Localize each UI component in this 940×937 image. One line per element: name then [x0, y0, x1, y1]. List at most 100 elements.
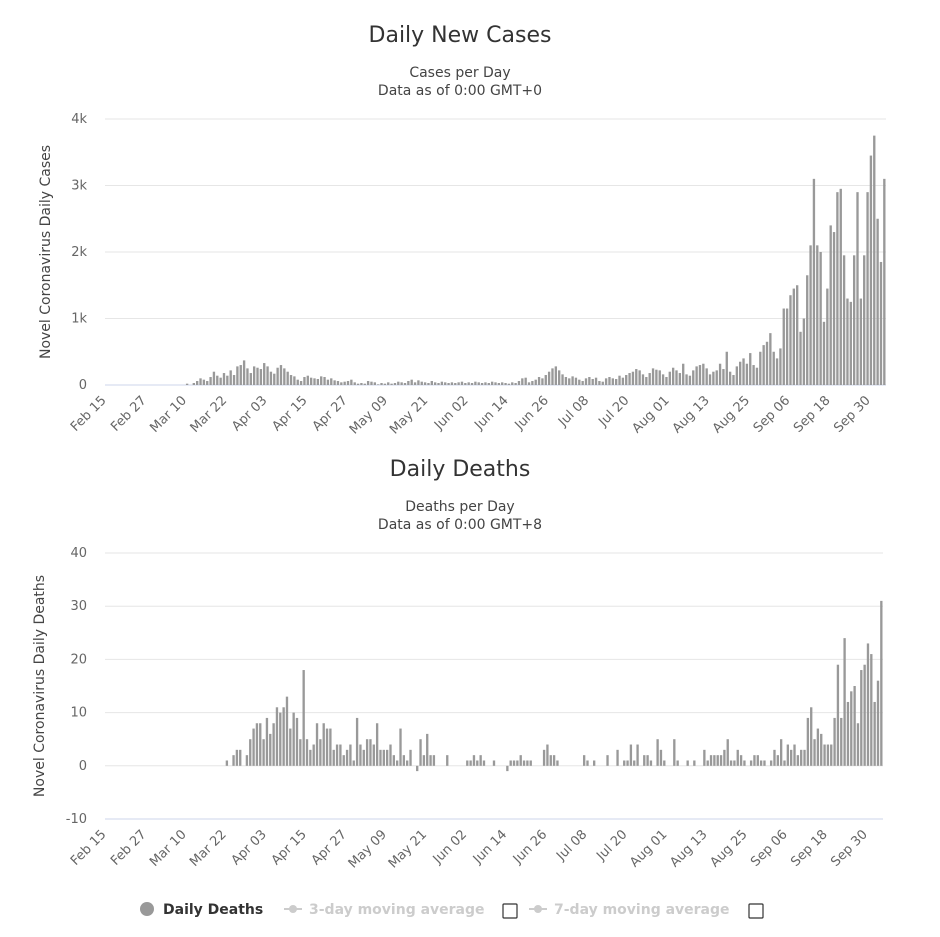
bar: [225, 760, 229, 766]
bar: [820, 733, 823, 766]
bar: [692, 370, 695, 385]
bar: [262, 739, 265, 766]
bar: [675, 370, 678, 385]
bar: [645, 377, 648, 385]
bar: [763, 760, 766, 766]
legend-label[interactable]: 3-day moving average: [309, 902, 485, 918]
bar: [705, 368, 708, 385]
bar: [293, 376, 296, 385]
bar: [718, 363, 722, 385]
bar: [819, 252, 822, 385]
bar: [866, 643, 870, 766]
bar: [420, 381, 423, 385]
bar: [806, 717, 810, 766]
bar: [706, 760, 709, 766]
bar: [853, 686, 856, 766]
bar: [678, 373, 682, 385]
bar: [482, 760, 486, 766]
bar: [628, 373, 631, 385]
legend-marker: [289, 905, 297, 913]
x-tick-label: Jul 20: [595, 393, 632, 430]
bar: [289, 728, 292, 766]
bar: [752, 365, 755, 385]
legend-label[interactable]: Daily Deaths: [163, 902, 263, 918]
bar: [232, 375, 236, 385]
bar: [728, 371, 732, 385]
bar: [312, 744, 315, 766]
bar: [196, 381, 199, 385]
bar: [402, 755, 406, 766]
bar: [578, 379, 581, 385]
bar: [729, 760, 733, 766]
bar: [832, 232, 836, 385]
bar: [299, 381, 303, 385]
bar: [776, 755, 779, 766]
bar: [259, 369, 263, 385]
bar: [382, 749, 385, 766]
bar: [429, 755, 432, 766]
bar: [836, 664, 840, 766]
bar: [829, 225, 832, 385]
checkbox[interactable]: [748, 903, 764, 919]
bar: [773, 749, 776, 766]
legend-label[interactable]: 7-day moving average: [554, 902, 730, 918]
bar: [303, 377, 306, 385]
bar: [329, 728, 332, 766]
bar: [753, 755, 756, 766]
bar: [800, 749, 803, 766]
bar: [759, 351, 762, 385]
bar: [239, 749, 242, 766]
bar: [686, 760, 689, 766]
bar: [852, 255, 856, 385]
bar: [636, 744, 639, 766]
bar: [506, 765, 509, 772]
bar: [350, 379, 353, 385]
bar: [476, 760, 479, 766]
bar: [487, 383, 490, 385]
bar: [830, 744, 833, 766]
bar: [863, 664, 866, 766]
bar: [222, 373, 226, 385]
bar: [245, 755, 249, 766]
bar: [363, 383, 366, 385]
bar: [319, 739, 322, 766]
y-tick-label: 0: [79, 378, 87, 393]
bar: [512, 760, 516, 766]
x-tick-label: Aug 13: [667, 827, 710, 870]
bar: [549, 755, 552, 766]
bar: [212, 371, 216, 385]
bar: [527, 382, 531, 385]
bar: [432, 755, 436, 766]
bar: [588, 377, 591, 385]
checkbox[interactable]: [502, 903, 518, 919]
bar: [282, 707, 285, 766]
bar: [547, 371, 551, 385]
bar: [725, 351, 728, 385]
bar: [397, 381, 400, 385]
bar: [796, 285, 799, 385]
bar: [840, 717, 843, 766]
bar: [839, 188, 842, 385]
bar: [359, 744, 362, 766]
bar: [631, 371, 635, 385]
bar: [390, 383, 393, 385]
bar: [554, 366, 558, 385]
x-tick-label: Sep 06: [748, 827, 791, 870]
bar: [743, 760, 746, 766]
bar: [356, 383, 360, 385]
bar: [626, 760, 629, 766]
bar: [635, 369, 638, 385]
bar: [658, 370, 661, 385]
bar: [209, 377, 212, 385]
bar: [326, 379, 330, 385]
bar: [742, 358, 745, 385]
bar: [494, 382, 497, 385]
bar: [467, 382, 470, 385]
bar: [335, 744, 339, 766]
bar: [276, 367, 279, 385]
bar: [564, 377, 568, 385]
bar: [571, 376, 574, 385]
bar: [736, 749, 739, 766]
x-tick-label: Sep 18: [788, 827, 831, 870]
